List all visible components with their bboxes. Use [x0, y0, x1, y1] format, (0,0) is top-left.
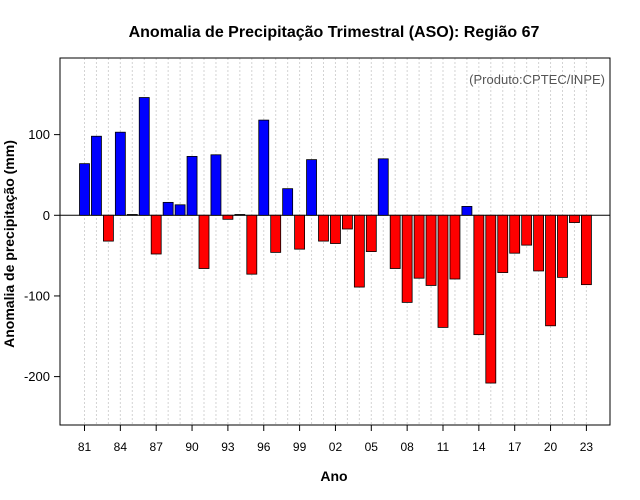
bar-2001: [318, 214, 329, 242]
y-tick-label: 0: [43, 208, 50, 223]
y-axis-label: Anomalia de precipitação (mm): [1, 140, 17, 348]
bar-2018: [521, 214, 533, 246]
bar-2000: [306, 159, 317, 216]
bar-2016: [497, 214, 509, 273]
bar-2015: [485, 214, 497, 384]
x-tick-label: 90: [185, 440, 199, 454]
grid-lines: [84, 58, 587, 425]
x-tick-label: 17: [508, 440, 522, 454]
x-tick-label: 93: [221, 440, 235, 454]
bar-2014: [473, 214, 485, 336]
bar-1992: [210, 154, 222, 216]
bar-2021: [557, 214, 568, 278]
bar-1988: [162, 201, 174, 216]
x-axis: 81 84 87 90 93 96 99 02 05 08 11 14 17 20 23: [78, 425, 594, 454]
bar-2013: [461, 206, 473, 216]
x-tick-label: 11: [437, 440, 450, 454]
bar-2012: [449, 214, 461, 280]
bar-1981: [79, 163, 90, 216]
x-axis-label: Ano: [320, 468, 347, 484]
bar-2005: [365, 214, 377, 252]
bar-1991: [198, 214, 210, 269]
bar-1984: [114, 131, 126, 216]
bar-2006: [377, 158, 389, 216]
bar-2007: [389, 214, 401, 269]
bar-2020: [545, 214, 556, 327]
bar-series: [79, 97, 592, 384]
bar-1995: [246, 214, 258, 275]
x-tick-label: 05: [365, 440, 379, 454]
x-tick-label: 99: [293, 440, 307, 454]
bar-2003: [341, 214, 353, 230]
bar-1996: [258, 119, 270, 216]
x-tick-label: 02: [329, 440, 343, 454]
bar-2017: [509, 214, 521, 254]
x-tick-label: 20: [544, 440, 558, 454]
x-tick-label: 08: [400, 440, 414, 454]
bar-1994: [234, 214, 246, 216]
y-tick-label: -100: [24, 288, 50, 303]
bar-2011: [437, 214, 449, 328]
source-annotation: (Produto:CPTEC/INPE): [469, 72, 605, 87]
x-tick-label: 81: [78, 440, 92, 454]
y-tick-label: 100: [28, 127, 50, 142]
bar-2023: [581, 214, 592, 286]
bar-1993: [222, 214, 234, 220]
bar-1982: [91, 135, 102, 216]
bar-1987: [150, 214, 162, 255]
bar-1997: [270, 214, 282, 253]
bar-2010: [425, 214, 437, 286]
x-tick-label: 23: [580, 440, 594, 454]
bar-1999: [294, 214, 306, 250]
bar-1986: [138, 97, 150, 216]
bar-1990: [186, 156, 198, 216]
bar-2019: [533, 214, 544, 272]
bar-2009: [413, 214, 425, 279]
y-tick-label: -200: [24, 369, 50, 384]
x-tick-label: 87: [150, 440, 164, 454]
x-tick-label: 84: [114, 440, 128, 454]
bar-2022: [569, 214, 580, 223]
bar-2008: [401, 214, 413, 303]
bar-1989: [174, 204, 186, 216]
chart-title: Anomalia de Precipitação Trimestral (ASO…: [129, 24, 540, 41]
x-tick-label: 96: [257, 440, 271, 454]
bar-1985: [126, 214, 138, 216]
bar-2002: [330, 214, 341, 244]
y-axis: -200 -100 0 100: [24, 127, 60, 384]
bar-2004: [353, 214, 365, 288]
x-tick-label: 14: [472, 440, 486, 454]
bar-1983: [103, 214, 114, 242]
bar-1998: [282, 188, 294, 216]
